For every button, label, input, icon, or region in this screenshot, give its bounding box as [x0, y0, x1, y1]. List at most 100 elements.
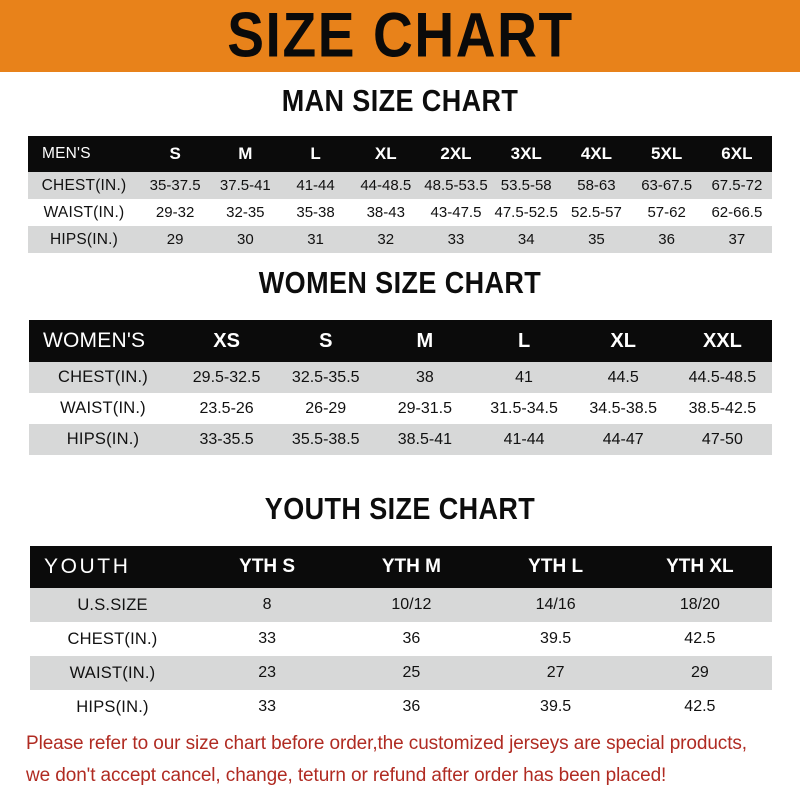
men-waist-4xl: 52.5-57 [561, 199, 632, 226]
men-row-label-waist: WAIST(IN.) [28, 199, 140, 226]
men-chest-l: 41-44 [280, 172, 351, 199]
men-hips-m: 30 [210, 226, 281, 253]
youth-col-header-s: YTH S [195, 546, 340, 588]
youth-waist-xl: 29 [627, 656, 772, 690]
women-row-chest: CHEST(IN.) 29.5-32.5 32.5-35.5 38 41 44.… [29, 362, 772, 393]
youth-chest-s: 33 [195, 622, 340, 656]
men-hips-5xl: 36 [631, 226, 702, 253]
youth-hips-s: 33 [195, 690, 340, 724]
youth-table-header-row: YOUTH YTH S YTH M YTH L YTH XL [30, 546, 772, 588]
women-table-header-row: WOMEN'S XS S M L XL XXL [29, 320, 772, 362]
section-title-youth: YOUTH SIZE CHART [264, 492, 536, 526]
women-col-header-m: M [375, 320, 475, 362]
women-corner-label: WOMEN'S [29, 320, 177, 362]
men-chest-5xl: 63-67.5 [631, 172, 702, 199]
women-waist-m: 29-31.5 [375, 393, 475, 424]
women-row-label-waist: WAIST(IN.) [29, 393, 177, 424]
men-hips-4xl: 35 [561, 226, 632, 253]
men-row-label-hips: HIPS(IN.) [28, 226, 140, 253]
men-waist-xl: 38-43 [350, 199, 421, 226]
section-title-man: MAN SIZE CHART [281, 84, 519, 118]
women-hips-m: 38.5-41 [375, 424, 475, 455]
section-title-women: WOMEN SIZE CHART [258, 266, 542, 300]
youth-row-label-hips: HIPS(IN.) [30, 690, 195, 724]
men-waist-m: 32-35 [210, 199, 281, 226]
women-hips-xs: 33-35.5 [177, 424, 277, 455]
men-hips-3xl: 34 [491, 226, 562, 253]
men-row-waist: WAIST(IN.) 29-32 32-35 35-38 38-43 43-47… [28, 199, 772, 226]
men-table-header-row: MEN'S S M L XL 2XL 3XL 4XL 5XL 6XL [28, 136, 772, 172]
men-row-chest: CHEST(IN.) 35-37.5 37.5-41 41-44 44-48.5… [28, 172, 772, 199]
men-waist-l: 35-38 [280, 199, 351, 226]
women-waist-xs: 23.5-26 [177, 393, 277, 424]
men-chest-6xl: 67.5-72 [701, 172, 772, 199]
women-chest-s: 32.5-35.5 [276, 362, 376, 393]
men-col-header-4xl: 4XL [561, 136, 632, 172]
youth-row-chest: CHEST(IN.) 33 36 39.5 42.5 [30, 622, 772, 656]
men-waist-5xl: 57-62 [631, 199, 702, 226]
youth-corner-label: YOUTH [30, 546, 195, 588]
men-col-header-m: M [210, 136, 281, 172]
youth-col-header-m: YTH M [339, 546, 484, 588]
men-hips-2xl: 33 [420, 226, 492, 253]
women-size-table: WOMEN'S XS S M L XL XXL CHEST(IN.) 29.5-… [29, 320, 772, 455]
men-col-header-2xl: 2XL [420, 136, 492, 172]
youth-ussize-m: 10/12 [339, 588, 484, 622]
youth-row-label-ussize: U.S.SIZE [30, 588, 195, 622]
youth-row-ussize: U.S.SIZE 8 10/12 14/16 18/20 [30, 588, 772, 622]
women-col-header-s: S [276, 320, 376, 362]
men-waist-3xl: 47.5-52.5 [491, 199, 562, 226]
women-waist-xxl: 38.5-42.5 [672, 393, 772, 424]
footer-line-1: Please refer to our size chart before or… [26, 733, 747, 754]
youth-ussize-l: 14/16 [483, 588, 628, 622]
youth-waist-s: 23 [195, 656, 340, 690]
men-row-label-chest: CHEST(IN.) [28, 172, 140, 199]
youth-hips-l: 39.5 [483, 690, 628, 724]
men-waist-s: 29-32 [140, 199, 211, 226]
women-row-label-chest: CHEST(IN.) [29, 362, 177, 393]
youth-chest-l: 39.5 [483, 622, 628, 656]
men-row-hips: HIPS(IN.) 29 30 31 32 33 34 35 36 37 [28, 226, 772, 253]
women-col-header-l: L [474, 320, 574, 362]
men-size-table: MEN'S S M L XL 2XL 3XL 4XL 5XL 6XL CHEST… [28, 136, 772, 253]
women-chest-m: 38 [375, 362, 475, 393]
youth-waist-m: 25 [339, 656, 484, 690]
women-chest-xl: 44.5 [573, 362, 673, 393]
youth-size-table: YOUTH YTH S YTH M YTH L YTH XL U.S.SIZE … [30, 546, 772, 724]
men-hips-s: 29 [140, 226, 211, 253]
youth-chest-m: 36 [339, 622, 484, 656]
women-hips-xl: 44-47 [573, 424, 673, 455]
men-chest-4xl: 58-63 [561, 172, 632, 199]
youth-hips-m: 36 [339, 690, 484, 724]
women-hips-xxl: 47-50 [672, 424, 772, 455]
men-col-header-5xl: 5XL [631, 136, 702, 172]
women-chest-l: 41 [474, 362, 574, 393]
women-waist-s: 26-29 [276, 393, 376, 424]
men-corner-label: MEN'S [28, 136, 140, 172]
men-chest-2xl: 48.5-53.5 [420, 172, 492, 199]
footer-line-2: we don't accept cancel, change, teturn o… [26, 765, 667, 786]
footer-disclaimer: Please refer to our size chart before or… [0, 728, 800, 792]
youth-chest-xl: 42.5 [627, 622, 772, 656]
men-col-header-6xl: 6XL [701, 136, 772, 172]
men-hips-xl: 32 [350, 226, 421, 253]
men-chest-m: 37.5-41 [210, 172, 281, 199]
youth-row-waist: WAIST(IN.) 23 25 27 29 [30, 656, 772, 690]
women-row-hips: HIPS(IN.) 33-35.5 35.5-38.5 38.5-41 41-4… [29, 424, 772, 455]
men-col-header-3xl: 3XL [491, 136, 562, 172]
women-col-header-xl: XL [573, 320, 673, 362]
women-col-header-xs: XS [177, 320, 277, 362]
men-chest-xl: 44-48.5 [350, 172, 421, 199]
men-waist-6xl: 62-66.5 [701, 199, 772, 226]
women-row-waist: WAIST(IN.) 23.5-26 26-29 29-31.5 31.5-34… [29, 393, 772, 424]
youth-col-header-xl: YTH XL [627, 546, 772, 588]
page-title: SIZE CHART [226, 0, 574, 72]
men-col-header-xl: XL [350, 136, 421, 172]
women-waist-l: 31.5-34.5 [474, 393, 574, 424]
youth-ussize-xl: 18/20 [627, 588, 772, 622]
men-col-header-l: L [280, 136, 351, 172]
youth-row-label-waist: WAIST(IN.) [30, 656, 195, 690]
banner: SIZE CHART [0, 0, 800, 72]
men-hips-l: 31 [280, 226, 351, 253]
